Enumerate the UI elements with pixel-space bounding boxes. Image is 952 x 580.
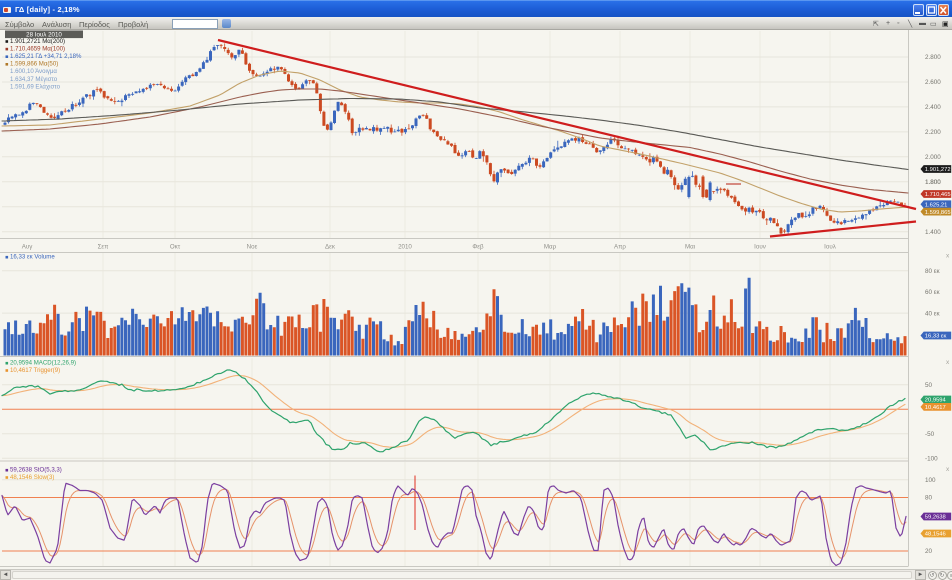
svg-text:Φεβ: Φεβ <box>472 244 484 251</box>
svg-text:x: x <box>946 253 950 260</box>
svg-text:59,2638: 59,2638 <box>925 515 946 521</box>
svg-text:16,33 εκ: 16,33 εκ <box>925 334 947 340</box>
svg-text:1.901,2721 Μα(200): 1.901,2721 Μα(200) <box>10 38 65 45</box>
svg-text:1.901,272: 1.901,272 <box>925 167 951 173</box>
svg-text:Οκτ: Οκτ <box>170 244 181 251</box>
svg-text:Δεκ: Δεκ <box>325 244 336 251</box>
svg-text:1.599,865: 1.599,865 <box>925 210 951 216</box>
svg-text:59,2638 StO(5,3,3): 59,2638 StO(5,3,3) <box>10 467 62 474</box>
svg-text:Σεπ: Σεπ <box>98 244 109 251</box>
svg-text:80: 80 <box>925 495 933 502</box>
svg-text:Μαρ: Μαρ <box>544 244 557 251</box>
svg-text:40 εκ: 40 εκ <box>925 310 941 317</box>
svg-text:1.625,21: 1.625,21 <box>925 203 948 209</box>
svg-text:80 εκ: 80 εκ <box>925 268 941 275</box>
svg-text:1.800: 1.800 <box>925 179 941 186</box>
svg-text:x: x <box>946 466 950 473</box>
svg-text:-50: -50 <box>925 431 935 438</box>
svg-text:2.200: 2.200 <box>925 129 941 136</box>
svg-text:Νοε: Νοε <box>247 244 258 251</box>
svg-text:2.400: 2.400 <box>925 104 941 111</box>
svg-text:2.000: 2.000 <box>925 154 941 161</box>
svg-text:10,4617: 10,4617 <box>925 405 946 411</box>
svg-text:2.800: 2.800 <box>925 54 941 61</box>
svg-text:10,4617 Trigger(9): 10,4617 Trigger(9) <box>10 367 60 374</box>
svg-text:50: 50 <box>925 382 933 389</box>
svg-text:Απρ: Απρ <box>614 244 626 251</box>
svg-text:48,1546 Slow(3): 48,1546 Slow(3) <box>10 474 54 481</box>
svg-text:60 εκ: 60 εκ <box>925 289 941 296</box>
svg-text:20,9594: 20,9594 <box>925 398 947 404</box>
svg-text:1.591,69 Ελάχιστο: 1.591,69 Ελάχιστο <box>10 83 61 90</box>
svg-text:1.710,4659 Μα(100): 1.710,4659 Μα(100) <box>10 45 65 52</box>
svg-text:20: 20 <box>925 548 933 555</box>
svg-text:1.634,37 Μέγιστο: 1.634,37 Μέγιστο <box>10 76 58 83</box>
svg-text:1.625,21 ΓΔ +34,71 2,18%: 1.625,21 ΓΔ +34,71 2,18% <box>10 53 82 60</box>
svg-text:Ιουν: Ιουν <box>754 244 766 251</box>
svg-text:2010: 2010 <box>398 244 412 251</box>
svg-text:1.599,866 Μα(50): 1.599,866 Μα(50) <box>10 61 58 68</box>
svg-text:Αυγ: Αυγ <box>22 244 34 251</box>
svg-text:28 Ιουλ 2010: 28 Ιουλ 2010 <box>26 32 62 39</box>
svg-text:1.600,10 Άνοιγμα: 1.600,10 Άνοιγμα <box>10 68 57 75</box>
svg-text:1.800: 1.800 <box>925 179 941 186</box>
svg-text:Ιουλ: Ιουλ <box>824 244 837 251</box>
svg-text:x: x <box>946 359 950 366</box>
svg-text:-100: -100 <box>925 456 938 463</box>
svg-text:48,1546: 48,1546 <box>925 532 946 538</box>
svg-text:1.400: 1.400 <box>925 229 941 236</box>
svg-text:100: 100 <box>925 477 936 484</box>
svg-text:16,33 εκ Volume: 16,33 εκ Volume <box>10 254 55 261</box>
svg-text:1.710,465: 1.710,465 <box>925 192 951 198</box>
svg-text:2.600: 2.600 <box>925 79 941 86</box>
svg-text:20,9594 MACD(12,26,9): 20,9594 MACD(12,26,9) <box>10 360 76 367</box>
svg-text:Μαι: Μαι <box>685 244 696 251</box>
